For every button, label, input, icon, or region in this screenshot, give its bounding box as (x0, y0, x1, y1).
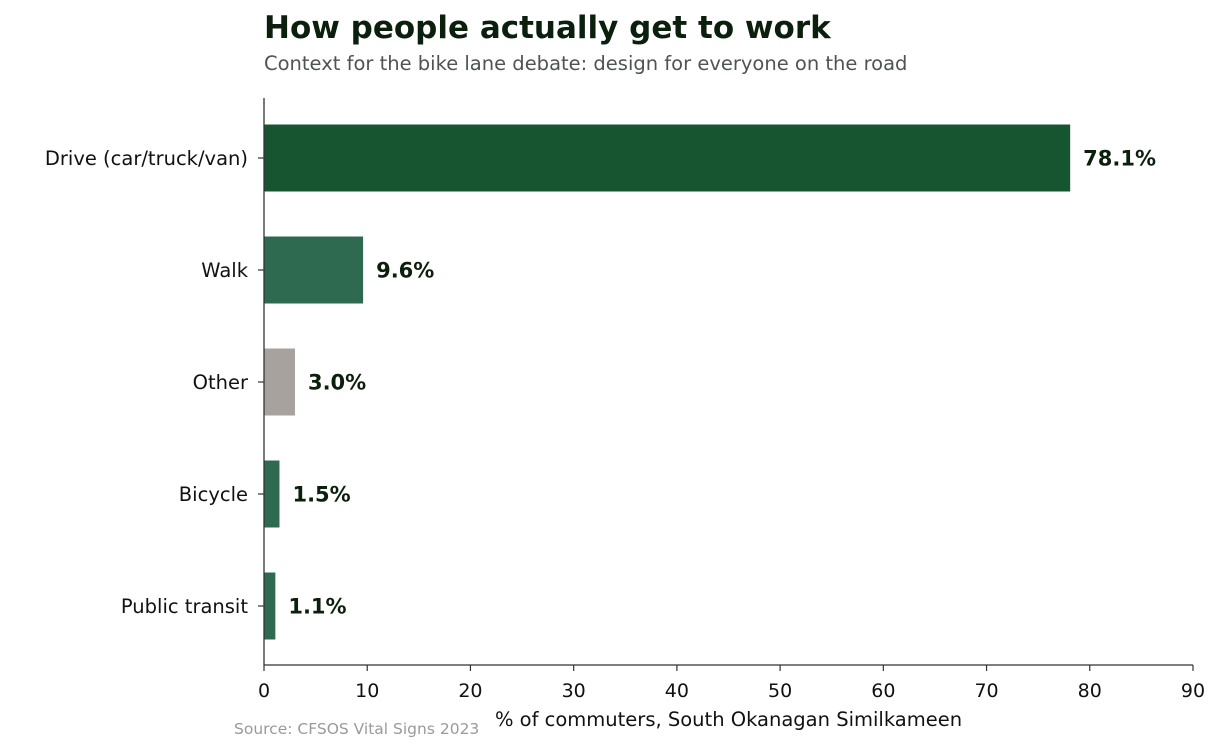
bars-group (264, 124, 1071, 640)
x-tick-label-20: 20 (458, 680, 482, 702)
bar-drive-car-truck-van (264, 124, 1071, 192)
value-label-bicycle: 1.5% (292, 483, 350, 507)
x-tick-label-40: 40 (665, 680, 689, 702)
source-note: Source: CFSOS Vital Signs 2023 (234, 720, 480, 738)
y-tick-label-other: Other (193, 371, 249, 394)
x-tick-label-10: 10 (355, 680, 379, 702)
x-tick-label-80: 80 (1078, 680, 1102, 702)
y-tick-label-bicycle: Bicycle (179, 483, 248, 506)
chart-title: How people actually get to work (264, 10, 831, 46)
x-tick-label-90: 90 (1181, 680, 1205, 702)
x-axis: 0 10 20 30 40 50 60 70 80 90 (258, 664, 1205, 702)
y-axis: Drive (car/truck/van) Walk Other Bicycle Pub… (45, 98, 265, 665)
value-label-other: 3.0% (308, 371, 366, 395)
y-tick-label-walk: Walk (201, 259, 248, 282)
y-tick-label-public-transit: Public transit (121, 595, 248, 618)
bar-public-transit (264, 572, 276, 640)
x-tick-label-70: 70 (974, 680, 998, 702)
x-tick-label-60: 60 (871, 680, 895, 702)
x-tick-label-30: 30 (562, 680, 586, 702)
y-tick-label-drive-car-truck-van: Drive (car/truck/van) (45, 147, 248, 170)
x-tick-label-0: 0 (258, 680, 270, 702)
bar-bicycle (264, 460, 280, 528)
chart-subtitle: Context for the bike lane debate: design… (264, 52, 908, 75)
value-label-drive-car-truck-van: 78.1% (1083, 147, 1156, 171)
bar-walk (264, 236, 364, 304)
value-labels-group: 78.1% 9.6% 3.0% 1.5% 1.1% (288, 147, 1156, 619)
value-label-walk: 9.6% (376, 259, 434, 283)
value-label-public-transit: 1.1% (288, 595, 346, 619)
x-axis-title: % of commuters, South Okanagan Similkame… (495, 708, 962, 731)
x-tick-label-50: 50 (768, 680, 792, 702)
bar-other (264, 348, 295, 416)
